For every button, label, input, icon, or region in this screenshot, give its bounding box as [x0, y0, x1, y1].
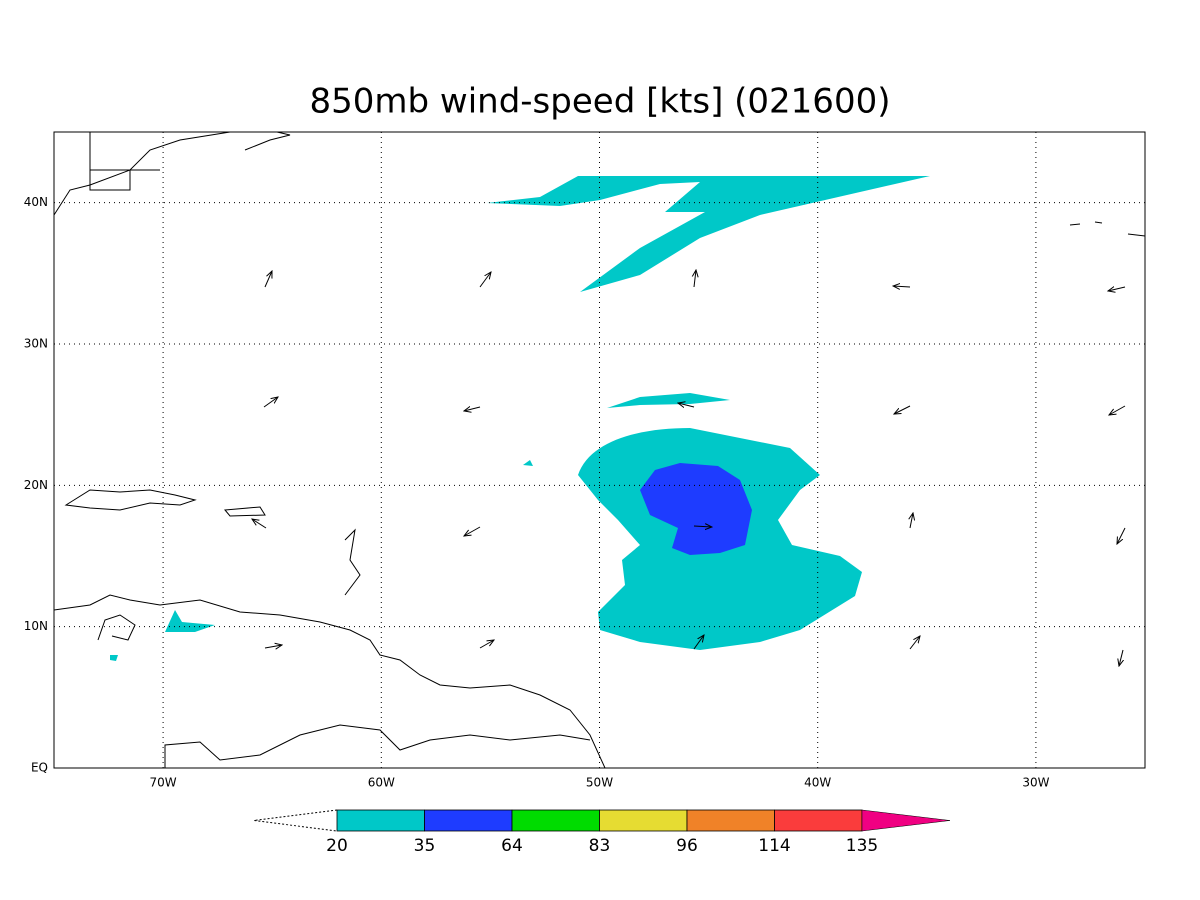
y-tick-label: 40N [24, 195, 48, 209]
shade-region [607, 393, 730, 408]
colorbar: 20 35 64 83 96 114 135 [253, 809, 951, 856]
colorbar-label: 35 [414, 836, 436, 856]
wind-speed-shading [54, 132, 1145, 768]
shade-region [523, 460, 533, 466]
coastline [224, 506, 266, 517]
title: 850mb wind-speed [kts] (021600) [310, 82, 891, 122]
shade-region [487, 176, 930, 292]
colorbar-segment [774, 809, 863, 832]
colorbar-label: 20 [326, 836, 348, 856]
colorbar-label: 114 [758, 836, 790, 856]
coastline [97, 614, 136, 641]
colorbar-segment [599, 809, 688, 832]
coastline [54, 594, 606, 768]
shade-region [110, 655, 118, 661]
colorbar-segment [424, 809, 513, 832]
x-tick-label: 60W [368, 776, 395, 790]
coastline [344, 528, 361, 596]
colorbar-over [861, 809, 951, 832]
colorbar-label: 83 [589, 836, 611, 856]
shade-region [640, 463, 752, 555]
y-tick-label: EQ [31, 761, 48, 775]
colorbar-segment [686, 809, 775, 832]
y-tick-label: 30N [24, 337, 48, 351]
x-tick-label: 40W [804, 776, 831, 790]
colorbar-label: 135 [846, 836, 878, 856]
y-tick-label: 20N [24, 478, 48, 492]
x-tick-label: 50W [586, 776, 613, 790]
wind-vectors [252, 270, 1126, 666]
map-frame [53, 131, 1146, 769]
coastline [64, 489, 197, 511]
y-tick-label: 10N [24, 619, 48, 633]
x-tick-label: 70W [150, 776, 177, 790]
colorbar-under [253, 809, 338, 832]
coastline [1069, 221, 1145, 237]
colorbar-label: 96 [676, 836, 698, 856]
colorbar-segment [511, 809, 600, 832]
x-tick-label: 30W [1022, 776, 1049, 790]
coastline [164, 724, 591, 768]
colorbar-label: 64 [501, 836, 523, 856]
axis-labels: 70W 60W 50W 40W 30W EQ 10N 20N 30N 40N [24, 195, 1050, 789]
shade-region [165, 610, 215, 632]
colorbar-segment [336, 809, 425, 832]
coastline [89, 132, 160, 191]
